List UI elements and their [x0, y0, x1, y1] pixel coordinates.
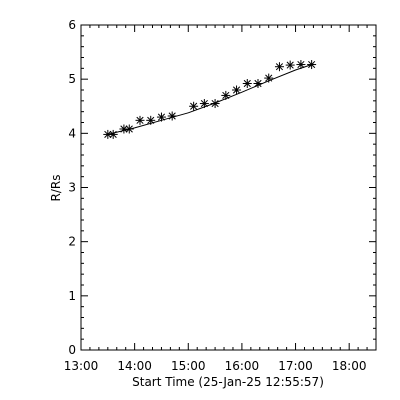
data-point [124, 124, 134, 134]
x-tick-label: 17:00 [278, 359, 313, 373]
y-tick-label: 3 [68, 181, 76, 195]
x-axis-title: Start Time (25-Jan-25 12:55:57) [132, 375, 324, 389]
data-point [199, 99, 209, 109]
data-point [210, 99, 220, 109]
data-point [146, 115, 156, 125]
data-point [285, 60, 295, 70]
x-tick-label: 13:00 [64, 359, 99, 373]
data-point [253, 79, 263, 88]
data-point [221, 90, 231, 100]
data-point [264, 73, 274, 83]
x-tick-label: 18:00 [332, 359, 367, 373]
y-tick-label: 6 [68, 18, 76, 32]
data-point [274, 62, 284, 72]
data-points [103, 60, 317, 139]
y-axis-title: R/Rs [49, 175, 63, 202]
y-tick-label: 5 [68, 72, 76, 86]
data-point [242, 79, 252, 88]
x-axis: 13:00 14:00 15:00 16:00 17:00 18:00 [64, 25, 368, 373]
data-point [232, 85, 242, 95]
y-axis: 0 1 2 3 4 5 6 [68, 18, 376, 357]
data-point [167, 111, 177, 121]
data-point [189, 101, 199, 111]
data-point [108, 129, 118, 139]
data-point [135, 115, 145, 125]
plot-area [80, 24, 377, 351]
data-point [156, 112, 166, 122]
x-tick-label: 15:00 [171, 359, 206, 373]
data-point [307, 60, 317, 70]
data-point [296, 60, 306, 70]
x-tick-label: 16:00 [225, 359, 260, 373]
y-tick-label: 4 [68, 126, 76, 140]
y-tick-label: 1 [68, 289, 76, 303]
y-tick-label: 0 [68, 343, 76, 357]
x-tick-label: 14:00 [117, 359, 152, 373]
y-tick-label: 2 [68, 235, 76, 249]
